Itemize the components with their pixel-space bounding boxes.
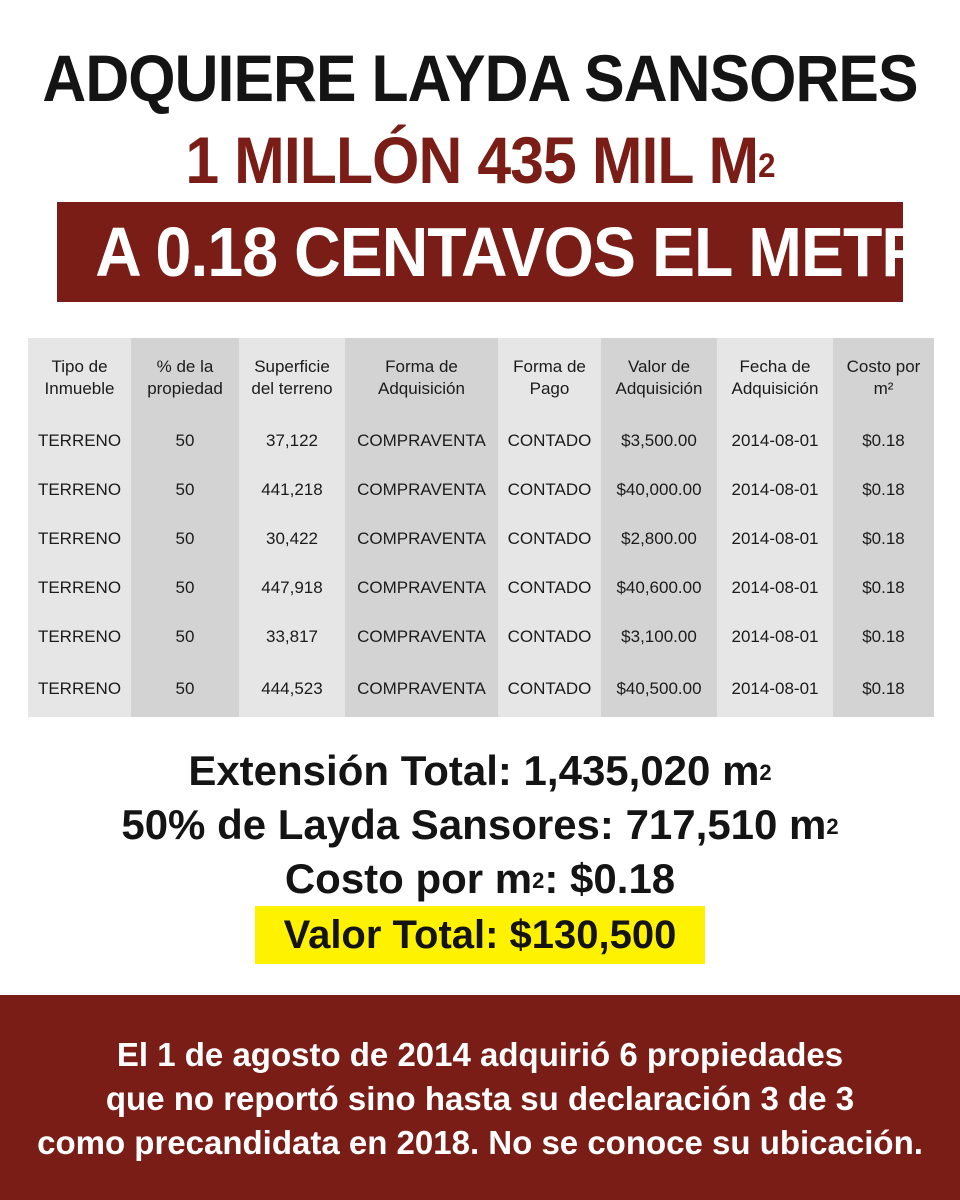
sansores-share: 50% de Layda Sansores: 717,510 m2 <box>121 801 839 848</box>
table-cell: TERRENO <box>28 465 131 514</box>
table-cell: 444,523 <box>239 661 345 717</box>
table-cell: CONTADO <box>498 416 601 465</box>
table-cell: $40,500.00 <box>601 661 717 717</box>
table-cell: COMPRAVENTA <box>345 465 498 514</box>
table-row: TERRENO 50 444,523 COMPRAVENTA CONTADO $… <box>28 661 934 717</box>
headline-area-text: 1 MILLÓN 435 MIL M <box>185 123 759 197</box>
table-cell: TERRENO <box>28 514 131 563</box>
table-cell: COMPRAVENTA <box>345 563 498 612</box>
table-cell: 50 <box>131 416 239 465</box>
table-cell: 447,918 <box>239 563 345 612</box>
table-cell: 50 <box>131 465 239 514</box>
table-row: TERRENO 50 33,817 COMPRAVENTA CONTADO $3… <box>28 612 934 661</box>
table-cell: COMPRAVENTA <box>345 661 498 717</box>
table-cell: CONTADO <box>498 612 601 661</box>
headline-line-1: ADQUIERE LAYDA SANSORES <box>42 41 918 115</box>
table-cell: 30,422 <box>239 514 345 563</box>
table-cell: $0.18 <box>833 563 934 612</box>
table-cell: COMPRAVENTA <box>345 416 498 465</box>
table-cell: COMPRAVENTA <box>345 612 498 661</box>
table-cell: $40,600.00 <box>601 563 717 612</box>
table-cell: $0.18 <box>833 465 934 514</box>
table-cell: TERRENO <box>28 416 131 465</box>
properties-table: Tipo de Inmueble % de la propiedad Superfi… <box>28 338 934 717</box>
table-cell: 50 <box>131 661 239 717</box>
table-cell: 37,122 <box>239 416 345 465</box>
table-cell: 50 <box>131 514 239 563</box>
column-header: Fecha de Adquisición <box>717 338 833 416</box>
cost-per-m2: Costo por m2: $0.18 <box>284 855 676 902</box>
table-cell: CONTADO <box>498 563 601 612</box>
table-cell: $0.18 <box>833 612 934 661</box>
table-header-row: Tipo de Inmueble % de la propiedad Superfi… <box>28 338 934 416</box>
total-extension: Extensión Total: 1,435,020 m2 <box>188 747 772 794</box>
column-header: Forma de Pago <box>498 338 601 416</box>
table-cell: $2,800.00 <box>601 514 717 563</box>
footer-line: que no reportó sino hasta su declaración… <box>105 1080 855 1117</box>
table-cell: 50 <box>131 612 239 661</box>
table-cell: 2014-08-01 <box>717 416 833 465</box>
column-header: Costo por m² <box>833 338 934 416</box>
summary-block: Extensión Total: 1,435,020 m2 50% de Lay… <box>0 744 960 906</box>
column-header: % de la propiedad <box>131 338 239 416</box>
table-cell: CONTADO <box>498 465 601 514</box>
headline-area-superscript: 2 <box>758 147 775 185</box>
total-value-highlight: Valor Total: $130,500 <box>255 906 705 964</box>
table-row: TERRENO 50 30,422 COMPRAVENTA CONTADO $2… <box>28 514 934 563</box>
table-row: TERRENO 50 37,122 COMPRAVENTA CONTADO $3… <box>28 416 934 465</box>
footer-line: El 1 de agosto de 2014 adquirió 6 propie… <box>116 1036 844 1073</box>
table-cell: $3,100.00 <box>601 612 717 661</box>
table-cell: 2014-08-01 <box>717 563 833 612</box>
table-cell: 33,817 <box>239 612 345 661</box>
table-cell: 50 <box>131 563 239 612</box>
table-cell: TERRENO <box>28 563 131 612</box>
table-cell: 2014-08-01 <box>717 465 833 514</box>
column-header: Valor de Adquisición <box>601 338 717 416</box>
footer-line: como precandidata en 2018. No se conoce … <box>37 1124 923 1161</box>
table-cell: $3,500.00 <box>601 416 717 465</box>
table-cell: $40,000.00 <box>601 465 717 514</box>
table-cell: CONTADO <box>498 514 601 563</box>
table-row: TERRENO 50 447,918 COMPRAVENTA CONTADO $… <box>28 563 934 612</box>
price-banner-text: A 0.18 CENTAVOS EL METRO <box>95 213 960 291</box>
table-cell: $0.18 <box>833 661 934 717</box>
price-banner: A 0.18 CENTAVOS EL METRO <box>57 202 960 302</box>
table-cell: TERRENO <box>28 661 131 717</box>
table-cell: COMPRAVENTA <box>345 514 498 563</box>
table-cell: TERRENO <box>28 612 131 661</box>
table-cell: 2014-08-01 <box>717 514 833 563</box>
footer-note: El 1 de agosto de 2014 adquirió 6 propie… <box>0 995 960 1200</box>
table-cell: $0.18 <box>833 416 934 465</box>
column-header: Superficie del terreno <box>239 338 345 416</box>
table-cell: CONTADO <box>498 661 601 717</box>
headline: ADQUIERE LAYDA SANSORES 1 MILLÓN 435 MIL… <box>0 36 960 200</box>
table-cell: 2014-08-01 <box>717 612 833 661</box>
column-header: Forma de Adquisición <box>345 338 498 416</box>
table-cell: 2014-08-01 <box>717 661 833 717</box>
table-cell: $0.18 <box>833 514 934 563</box>
headline-line-2: 1 MILLÓN 435 MIL M2 <box>38 120 921 200</box>
column-header: Tipo de Inmueble <box>28 338 131 416</box>
table-cell: 441,218 <box>239 465 345 514</box>
table-row: TERRENO 50 441,218 COMPRAVENTA CONTADO $… <box>28 465 934 514</box>
